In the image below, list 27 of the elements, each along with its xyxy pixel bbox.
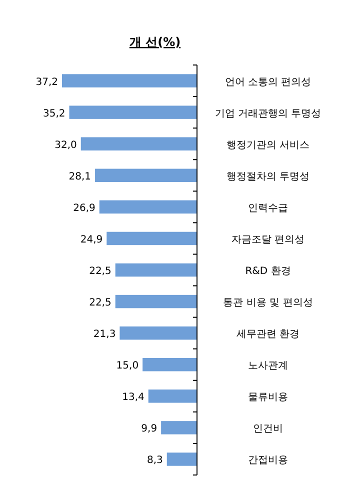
data-label: 28,1	[68, 171, 92, 182]
y-tick-label: 행정기관의 서비스	[226, 140, 310, 151]
y-tick-label: 통관 비용 및 편의성	[223, 298, 313, 309]
data-label: 9,9	[141, 424, 158, 435]
y-tick-label: 세무관련 환경	[236, 329, 300, 340]
y-tick-label: 인력수급	[248, 202, 288, 214]
y-tick-label: 행정절차의 투명성	[226, 171, 310, 182]
data-label: 22,5	[89, 298, 112, 309]
y-tick-label: 인건비	[253, 424, 283, 435]
y-tick-label: R&D 환경	[245, 266, 291, 277]
y-tick-label: 노사관계	[248, 360, 288, 372]
data-label: 35,2	[42, 108, 66, 120]
data-label: 21,3	[93, 329, 116, 340]
y-tick-label: 언어 소통의 편의성	[224, 76, 312, 88]
data-label: 13,4	[122, 392, 144, 404]
y-tick-label: 기업 거래관행의 투명성	[214, 108, 322, 120]
y-tick-label: 간접비용	[248, 455, 288, 466]
data-label: 24,9	[80, 234, 103, 246]
y-tick-label: 물류비용	[248, 392, 288, 404]
data-label: 26,9	[73, 202, 96, 214]
data-label: 8,3	[146, 455, 163, 466]
data-label: 32,0	[54, 140, 77, 151]
data-label: 22,5	[89, 266, 112, 277]
chart-title: 개 선(%)	[129, 35, 181, 49]
data-label: 15,0	[116, 360, 139, 372]
data-label: 37,2	[36, 76, 58, 88]
y-tick-label: 자금조달 편의성	[231, 234, 305, 246]
